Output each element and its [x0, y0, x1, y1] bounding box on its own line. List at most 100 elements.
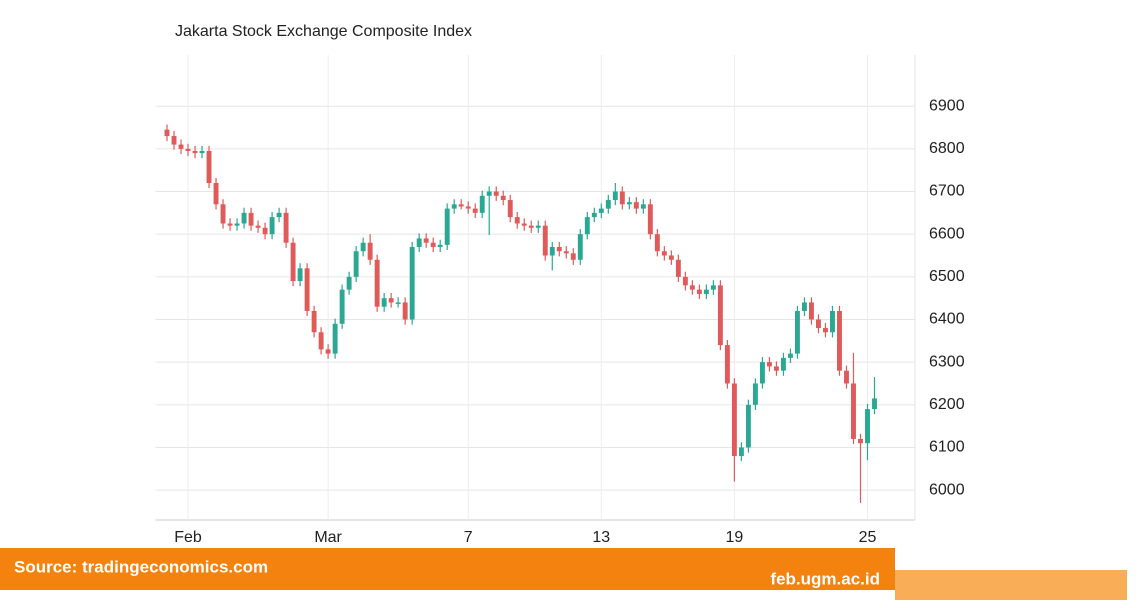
candle-body [858, 438, 863, 444]
candle-body [290, 242, 296, 282]
y-tick-label: 6000 [929, 481, 965, 498]
candle-body [332, 323, 338, 354]
candle-body [710, 285, 716, 290]
candle-body [444, 208, 450, 245]
x-tick-label: Feb [174, 529, 202, 546]
candle-body [325, 349, 331, 354]
y-tick-label: 6900 [929, 97, 965, 114]
candle-body [682, 276, 688, 286]
candle-body [542, 225, 548, 256]
candle-body [766, 362, 772, 367]
candle-body [192, 150, 198, 154]
candle-body [458, 204, 464, 207]
candle-body [374, 259, 380, 307]
candle-body [528, 225, 534, 228]
y-tick-label: 6300 [929, 353, 965, 370]
candle-body [724, 345, 730, 384]
candle-body [206, 150, 212, 183]
candle-body [241, 212, 247, 224]
candle-body [395, 302, 401, 304]
x-tick-label: Mar [314, 529, 342, 546]
candle-body [816, 319, 821, 329]
x-tick-label: 13 [592, 529, 610, 546]
candle-body [164, 129, 170, 137]
candle-body [675, 259, 681, 277]
candle-body [500, 195, 506, 201]
candle-body [304, 268, 310, 311]
candle-body [851, 383, 856, 439]
y-tick-label: 6500 [929, 268, 965, 285]
candle-body [521, 223, 527, 226]
candle-body [416, 238, 422, 247]
y-tick-label: 6800 [929, 140, 965, 157]
candle-body [759, 362, 765, 384]
candle-body [535, 225, 541, 228]
candle-body [619, 191, 625, 205]
candle-body [745, 404, 751, 448]
y-tick-label: 6700 [929, 183, 965, 200]
candle-body [381, 298, 387, 307]
candle-body [738, 447, 744, 457]
candle-body [171, 136, 177, 145]
banner [0, 548, 895, 590]
candle-body [570, 253, 576, 260]
candle-body [830, 310, 835, 333]
y-tick-label: 6200 [929, 396, 965, 413]
candle-body [437, 244, 443, 247]
candle-body [423, 238, 429, 243]
candle-body [731, 383, 737, 457]
candle-body [430, 242, 436, 247]
candle-body [402, 302, 408, 320]
candle-body [255, 225, 261, 228]
candle-body [837, 310, 842, 371]
candle-body [787, 353, 793, 358]
candle-body [353, 251, 359, 277]
candle-body [451, 204, 457, 209]
candle-body [584, 217, 590, 235]
candle-body [872, 398, 877, 410]
candle-body [689, 285, 695, 290]
candle-body [311, 310, 317, 333]
x-tick-label: 25 [859, 529, 877, 546]
candle-body [185, 148, 191, 151]
candle-body [276, 212, 282, 218]
candle-body [199, 150, 205, 154]
candle-body [479, 195, 485, 213]
x-tick-label: 19 [726, 529, 744, 546]
candle-body [809, 302, 814, 320]
candle-body [220, 204, 226, 224]
candle-body [178, 144, 184, 149]
candle-body [844, 370, 849, 384]
candle-body [227, 223, 233, 226]
candle-body [339, 289, 345, 324]
candle-body [269, 217, 275, 235]
candle-body [633, 202, 639, 209]
candle-body [647, 204, 653, 235]
candle-body [367, 242, 373, 260]
candle-body [794, 310, 800, 354]
candle-body [612, 191, 618, 201]
candle-body [696, 289, 702, 294]
candle-body [668, 255, 674, 260]
candle-body [388, 298, 394, 303]
candle-body [801, 302, 807, 311]
candle-body [703, 289, 709, 294]
site-text: feb.ugm.ac.id [770, 569, 880, 588]
candle-body [605, 200, 611, 209]
banner-tail [895, 570, 1127, 600]
candle-body [318, 332, 324, 350]
candle-body [514, 217, 520, 224]
y-tick-label: 6600 [929, 225, 965, 242]
candle-body [409, 246, 415, 320]
candle-body [773, 366, 779, 371]
candle-body [661, 251, 667, 256]
candle-body [472, 208, 478, 213]
candle-body [591, 212, 597, 218]
candle-body [346, 276, 352, 290]
candle-body [493, 191, 499, 196]
y-tick-label: 6100 [929, 439, 965, 456]
candle-body [486, 191, 492, 196]
chart-title: Jakarta Stock Exchange Composite Index [175, 23, 472, 40]
candle-body [213, 182, 219, 205]
